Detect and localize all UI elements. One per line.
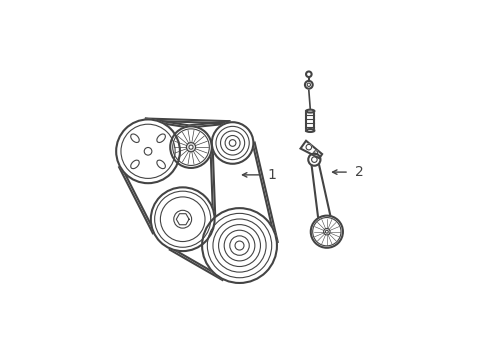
Ellipse shape xyxy=(188,145,193,149)
Ellipse shape xyxy=(224,230,254,261)
Ellipse shape xyxy=(130,134,139,143)
Ellipse shape xyxy=(202,208,276,283)
Ellipse shape xyxy=(235,241,244,250)
Ellipse shape xyxy=(313,151,317,155)
Ellipse shape xyxy=(144,148,152,155)
Ellipse shape xyxy=(150,187,214,251)
Text: 2: 2 xyxy=(354,165,363,179)
Ellipse shape xyxy=(224,135,240,150)
Ellipse shape xyxy=(325,230,327,233)
Ellipse shape xyxy=(173,210,191,228)
Ellipse shape xyxy=(310,216,342,248)
Ellipse shape xyxy=(116,120,180,183)
Ellipse shape xyxy=(157,134,165,143)
Ellipse shape xyxy=(130,160,139,168)
Ellipse shape xyxy=(229,236,249,255)
Ellipse shape xyxy=(305,81,312,89)
Ellipse shape xyxy=(211,122,253,164)
Ellipse shape xyxy=(157,160,165,168)
Polygon shape xyxy=(300,141,322,158)
Ellipse shape xyxy=(160,197,204,242)
Bar xyxy=(305,111,314,131)
Ellipse shape xyxy=(312,217,340,246)
Ellipse shape xyxy=(305,110,314,113)
Ellipse shape xyxy=(306,83,310,86)
Ellipse shape xyxy=(216,126,249,159)
Ellipse shape xyxy=(307,153,320,166)
Ellipse shape xyxy=(305,72,311,77)
Ellipse shape xyxy=(172,129,209,166)
Ellipse shape xyxy=(121,124,175,179)
Ellipse shape xyxy=(220,131,244,155)
Polygon shape xyxy=(310,159,333,233)
Polygon shape xyxy=(176,214,189,225)
Text: 1: 1 xyxy=(267,168,276,182)
Ellipse shape xyxy=(154,191,210,247)
Ellipse shape xyxy=(229,140,235,146)
Ellipse shape xyxy=(311,157,317,162)
Ellipse shape xyxy=(305,129,314,132)
Ellipse shape xyxy=(186,143,195,152)
Ellipse shape xyxy=(170,126,211,168)
Ellipse shape xyxy=(305,144,311,150)
Ellipse shape xyxy=(323,229,329,235)
Ellipse shape xyxy=(207,213,271,278)
Ellipse shape xyxy=(212,219,265,272)
Ellipse shape xyxy=(218,225,260,266)
